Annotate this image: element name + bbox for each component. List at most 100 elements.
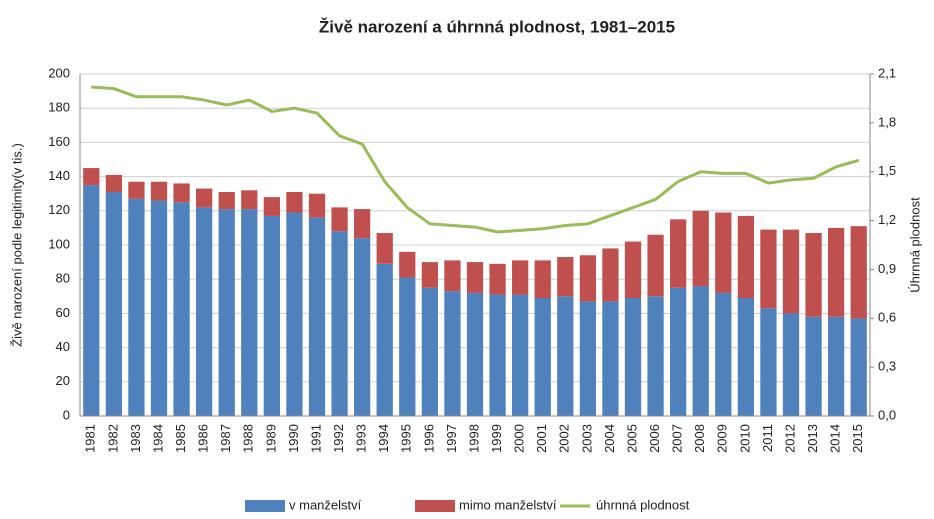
y-tick-label: 200 xyxy=(48,65,70,80)
x-tick-label: 2001 xyxy=(534,424,549,453)
y-tick-label: 20 xyxy=(56,373,70,388)
bar xyxy=(354,209,371,239)
x-tick-label: 2007 xyxy=(670,424,685,453)
bar xyxy=(534,298,551,416)
bar xyxy=(489,294,506,416)
x-tick-label: 2005 xyxy=(624,424,639,453)
bar xyxy=(263,197,280,216)
bar xyxy=(105,174,122,192)
bar xyxy=(331,231,348,416)
bar xyxy=(782,313,800,416)
bar xyxy=(670,219,687,288)
y2-tick-label: 2,1 xyxy=(878,65,896,80)
bar xyxy=(579,301,596,416)
bar xyxy=(444,291,461,416)
bar xyxy=(557,296,574,416)
y2-tick-label: 0,9 xyxy=(878,261,896,276)
y2-axis-label: Úhrnná plodnost xyxy=(907,197,922,293)
bar xyxy=(647,234,664,297)
bar xyxy=(670,287,687,416)
x-tick-label: 1995 xyxy=(399,424,414,453)
bar xyxy=(760,229,777,309)
bar xyxy=(421,287,438,416)
bar xyxy=(150,200,168,416)
x-tick-label: 1994 xyxy=(376,424,391,453)
x-tick-label: 1988 xyxy=(241,424,256,453)
bar xyxy=(534,260,551,299)
x-tick-label: 2008 xyxy=(692,424,707,453)
bar xyxy=(512,260,529,295)
bar xyxy=(715,212,732,293)
bar xyxy=(466,292,484,416)
bar xyxy=(150,181,168,201)
bar xyxy=(805,316,822,416)
bar xyxy=(828,227,845,317)
bar xyxy=(173,183,190,203)
y-axis-label: Živě narození podle legitimity(v tis.) xyxy=(9,143,24,347)
x-tick-label: 2013 xyxy=(805,424,820,453)
y2-tick-label: 0,3 xyxy=(878,359,896,374)
x-tick-label: 2000 xyxy=(512,424,527,453)
x-tick-label: 1987 xyxy=(218,424,233,453)
x-tick-label: 2004 xyxy=(602,424,617,453)
y2-tick-label: 1,2 xyxy=(878,212,896,227)
bar xyxy=(128,198,145,416)
x-tick-label: 2012 xyxy=(782,424,797,453)
bar xyxy=(331,207,348,232)
bar xyxy=(241,190,258,210)
x-tick-label: 1999 xyxy=(489,424,504,453)
bar xyxy=(737,215,754,299)
bar xyxy=(421,262,438,288)
bar xyxy=(489,263,506,295)
bar xyxy=(308,193,326,218)
y2-tick-label: 0,0 xyxy=(878,407,896,422)
x-tick-label: 1996 xyxy=(421,424,436,453)
bar xyxy=(850,226,867,319)
legend-swatch xyxy=(245,500,285,512)
y-tick-label: 80 xyxy=(56,271,70,286)
y-tick-label: 160 xyxy=(48,134,70,149)
bar xyxy=(624,298,642,416)
bar xyxy=(557,256,574,297)
bar xyxy=(850,318,867,416)
bar xyxy=(83,185,100,416)
x-tick-label: 2011 xyxy=(760,424,775,452)
legend-label: úhrnná plodnost xyxy=(596,497,690,512)
y2-tick-label: 0,6 xyxy=(878,310,896,325)
bar xyxy=(624,241,642,299)
bar xyxy=(263,215,280,416)
legend-swatch xyxy=(415,500,455,512)
bar xyxy=(647,296,664,416)
x-tick-label: 1998 xyxy=(466,424,481,453)
x-tick-label: 1992 xyxy=(331,424,346,453)
bar xyxy=(218,191,235,210)
bar xyxy=(602,248,619,302)
x-tick-label: 2015 xyxy=(850,424,865,453)
bar xyxy=(286,212,303,416)
bar xyxy=(692,210,709,287)
x-tick-label: 2006 xyxy=(647,424,662,453)
x-tick-label: 1984 xyxy=(150,424,165,453)
y-tick-label: 40 xyxy=(56,339,70,354)
bar xyxy=(196,188,213,208)
bar xyxy=(512,294,529,416)
x-tick-label: 1983 xyxy=(128,424,143,453)
y-tick-label: 100 xyxy=(48,236,70,251)
y-tick-label: 120 xyxy=(48,202,70,217)
x-tick-label: 2003 xyxy=(579,424,594,453)
x-tick-label: 1991 xyxy=(308,424,323,453)
bar xyxy=(128,181,145,199)
x-tick-label: 1997 xyxy=(444,424,459,453)
bar xyxy=(399,251,416,278)
x-tick-label: 2010 xyxy=(737,424,752,453)
x-tick-label: 1981 xyxy=(83,424,98,453)
bar xyxy=(83,168,100,186)
legend-label: v manželství xyxy=(289,497,362,512)
bar xyxy=(376,233,393,264)
bar xyxy=(579,255,596,302)
bar xyxy=(399,277,416,416)
x-tick-label: 1986 xyxy=(196,424,211,453)
x-tick-label: 1982 xyxy=(105,424,120,453)
x-tick-label: 2014 xyxy=(828,424,843,453)
